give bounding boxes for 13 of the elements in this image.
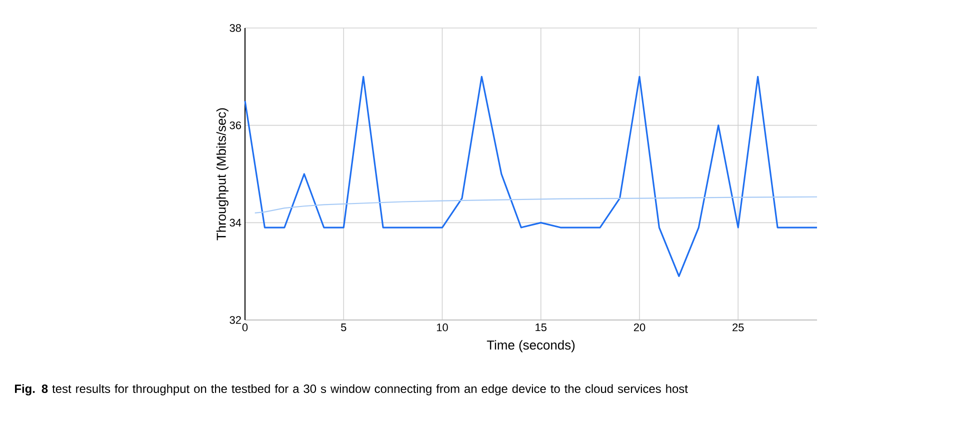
x-tick-label: 5 (341, 324, 346, 332)
y-tick-label: 32 (230, 316, 241, 324)
x-tick-label: 10 (436, 324, 448, 332)
x-tick-label: 15 (536, 324, 546, 332)
y-tick-label: 34 (230, 218, 242, 227)
x-tick-label: 25 (732, 324, 744, 332)
y-tick-label: 36 (230, 121, 241, 130)
x-axis-title: Time (seconds) (486, 340, 575, 352)
text: Fig. 8 test results for throughput on the testbed for a 30 s window connecting from an edge device to the cloud services host (14, 384, 688, 396)
x-tick-label: 0 (242, 324, 248, 332)
x-tick-label: 20 (634, 324, 646, 332)
y-axis-title: Throughput (Mbits/sec) (216, 108, 228, 240)
y-tick-label: 38 (230, 24, 241, 32)
